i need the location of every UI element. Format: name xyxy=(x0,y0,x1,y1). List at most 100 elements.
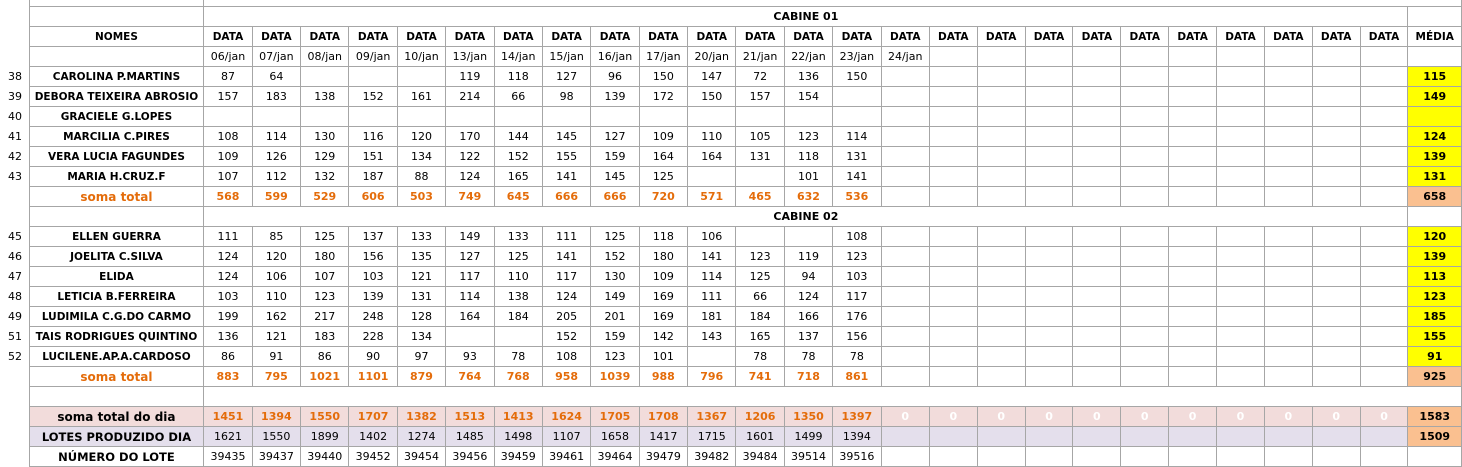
value-cell[interactable]: 159 xyxy=(590,326,640,347)
value-cell[interactable]: 78 xyxy=(493,346,543,367)
lote-cell[interactable]: 1274 xyxy=(396,426,447,447)
value-cell[interactable]: 214 xyxy=(445,86,495,107)
row-number[interactable] xyxy=(0,427,29,447)
lote-cell[interactable] xyxy=(1024,426,1074,447)
lote-cell[interactable]: 1402 xyxy=(348,426,398,447)
value-cell[interactable] xyxy=(1024,306,1074,327)
row-number[interactable]: 41 xyxy=(8,129,22,143)
value-cell[interactable]: 111 xyxy=(541,226,592,247)
lote-number-cell[interactable]: 39435 xyxy=(203,446,253,467)
value-cell[interactable] xyxy=(1216,246,1265,267)
date-header[interactable] xyxy=(1311,46,1361,67)
value-cell[interactable] xyxy=(976,86,1026,107)
total-cell[interactable]: 529 xyxy=(300,186,350,207)
value-cell[interactable]: 90 xyxy=(348,346,398,367)
value-cell[interactable]: 116 xyxy=(348,126,398,147)
total-cell[interactable]: 0 xyxy=(1072,186,1122,207)
value-cell[interactable]: 121 xyxy=(251,326,302,347)
total-cell[interactable]: 0 xyxy=(1311,186,1361,207)
value-cell[interactable]: 137 xyxy=(783,326,834,347)
value-cell[interactable]: 121 xyxy=(396,266,447,287)
value-cell[interactable]: 128 xyxy=(396,306,447,327)
row-number[interactable] xyxy=(0,407,29,427)
soma-total-label[interactable]: soma total xyxy=(28,366,205,387)
value-cell[interactable] xyxy=(880,326,930,347)
value-cell[interactable] xyxy=(1216,346,1265,367)
value-cell[interactable] xyxy=(976,266,1026,287)
total-cell[interactable]: 0 xyxy=(1024,186,1074,207)
value-cell[interactable] xyxy=(976,326,1026,347)
value-cell[interactable]: 125 xyxy=(590,226,640,247)
value-cell[interactable]: 122 xyxy=(445,146,495,167)
lote-cell[interactable] xyxy=(928,426,978,447)
value-cell[interactable] xyxy=(541,106,592,127)
value-cell[interactable]: 136 xyxy=(203,326,253,347)
value-cell[interactable] xyxy=(1311,126,1361,147)
total-cell[interactable]: 0 xyxy=(928,366,978,387)
total-cell[interactable]: 0 xyxy=(1024,366,1074,387)
row-number[interactable] xyxy=(0,207,29,227)
value-cell[interactable] xyxy=(1168,266,1218,287)
value-cell[interactable] xyxy=(928,286,978,307)
value-cell[interactable] xyxy=(1216,306,1265,327)
value-cell[interactable]: 141 xyxy=(832,166,882,187)
value-cell[interactable]: 169 xyxy=(638,306,689,327)
value-cell[interactable] xyxy=(1359,86,1409,107)
value-cell[interactable]: 86 xyxy=(203,346,253,367)
value-cell[interactable]: 136 xyxy=(783,66,834,87)
data-header[interactable]: DATA xyxy=(687,26,737,47)
total-cell[interactable]: 741 xyxy=(735,366,785,387)
lote-cell[interactable]: 1715 xyxy=(687,426,737,447)
lote-cell[interactable]: 1107 xyxy=(541,426,592,447)
data-header[interactable]: DATA xyxy=(832,26,882,47)
date-header[interactable]: 09/jan xyxy=(348,46,398,67)
value-cell[interactable] xyxy=(832,86,882,107)
value-cell[interactable]: 108 xyxy=(203,126,253,147)
value-cell[interactable] xyxy=(1359,146,1409,167)
value-cell[interactable]: 145 xyxy=(590,166,640,187)
total-cell[interactable]: 606 xyxy=(348,186,398,207)
value-cell[interactable] xyxy=(928,346,978,367)
date-header[interactable] xyxy=(1263,46,1313,67)
value-cell[interactable] xyxy=(1120,306,1170,327)
lote-cell[interactable]: 1658 xyxy=(590,426,640,447)
data-header[interactable]: DATA xyxy=(638,26,689,47)
lote-number-cell[interactable]: 39484 xyxy=(735,446,785,467)
value-cell[interactable] xyxy=(1359,106,1409,127)
value-cell[interactable]: 138 xyxy=(300,86,350,107)
lote-number-cell[interactable]: 39514 xyxy=(783,446,834,467)
data-header[interactable]: DATA xyxy=(1024,26,1074,47)
value-cell[interactable] xyxy=(880,166,930,187)
total-cell[interactable]: 0 xyxy=(1216,406,1265,427)
value-cell[interactable]: 143 xyxy=(687,326,737,347)
value-cell[interactable] xyxy=(1024,326,1074,347)
value-cell[interactable] xyxy=(976,246,1026,267)
value-cell[interactable] xyxy=(928,326,978,347)
value-cell[interactable] xyxy=(1072,326,1122,347)
lote-number-cell[interactable] xyxy=(1024,446,1074,467)
value-cell[interactable] xyxy=(1072,246,1122,267)
row-number[interactable] xyxy=(0,47,29,67)
lote-number-cell[interactable] xyxy=(1311,446,1361,467)
total-cell[interactable]: 1394 xyxy=(251,406,302,427)
value-cell[interactable]: 88 xyxy=(396,166,447,187)
value-cell[interactable]: 187 xyxy=(348,166,398,187)
date-header[interactable]: 13/jan xyxy=(445,46,495,67)
total-cell[interactable]: 0 xyxy=(880,366,930,387)
value-cell[interactable] xyxy=(928,166,978,187)
value-cell[interactable] xyxy=(1120,146,1170,167)
value-cell[interactable] xyxy=(928,146,978,167)
total-cell[interactable]: 0 xyxy=(976,406,1026,427)
row-number[interactable] xyxy=(0,7,29,27)
value-cell[interactable] xyxy=(1311,266,1361,287)
average-cell[interactable] xyxy=(1407,106,1462,127)
value-cell[interactable] xyxy=(493,326,543,347)
lote-number-cell[interactable] xyxy=(1072,446,1122,467)
value-cell[interactable] xyxy=(1359,226,1409,247)
value-cell[interactable]: 127 xyxy=(541,66,592,87)
value-cell[interactable] xyxy=(976,346,1026,367)
value-cell[interactable] xyxy=(880,66,930,87)
total-cell[interactable]: 1382 xyxy=(396,406,447,427)
total-cell[interactable]: 1397 xyxy=(832,406,882,427)
lote-cell[interactable]: 1498 xyxy=(493,426,543,447)
